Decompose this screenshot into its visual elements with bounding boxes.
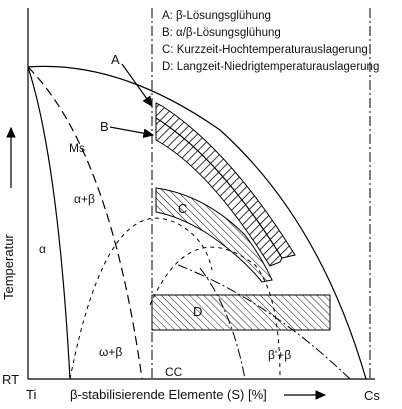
- origin-y-label: RT: [2, 372, 20, 387]
- cs-label: Cs: [364, 388, 380, 403]
- cc-label: CC: [165, 365, 183, 379]
- arrow-b: [109, 126, 155, 138]
- arrow-a: [121, 63, 153, 107]
- alpha-beta-label: α+β: [74, 192, 95, 206]
- alpha-label: α: [39, 242, 46, 256]
- ms-curve: [27, 66, 143, 380]
- legend-item-b: B: α/β-Lösungsglühung: [162, 27, 281, 39]
- origin-x-label: Ti: [26, 387, 37, 402]
- beta-prime-beta-label: β'+β: [268, 348, 292, 362]
- region-d: [151, 294, 331, 331]
- y-axis-label: Temperatur: [1, 234, 16, 300]
- legend-item-a: A: β-Lösungsglühung: [162, 10, 271, 22]
- marker-a: A: [111, 52, 120, 67]
- marker-c: C: [178, 201, 188, 216]
- legend-item-d: D: Langzeit-Niedrigtemperaturauslagerung: [162, 61, 380, 73]
- legend-item-c: C: Kurzzeit-Hochtemperaturauslagerung: [162, 44, 368, 56]
- alpha-boundary-curve: [27, 66, 71, 380]
- beta-transus-curve: [27, 65, 367, 380]
- marker-d: D: [193, 304, 203, 319]
- ms-label: Ms: [69, 141, 85, 155]
- omega-dome: [69, 217, 213, 380]
- x-axis-label: β-stabilisierende Elemente (S) [%]: [70, 387, 267, 402]
- omega-beta-label: ω+β: [99, 345, 123, 359]
- marker-b: B: [100, 119, 109, 134]
- region-b: [155, 117, 283, 267]
- region-c: [155, 187, 273, 283]
